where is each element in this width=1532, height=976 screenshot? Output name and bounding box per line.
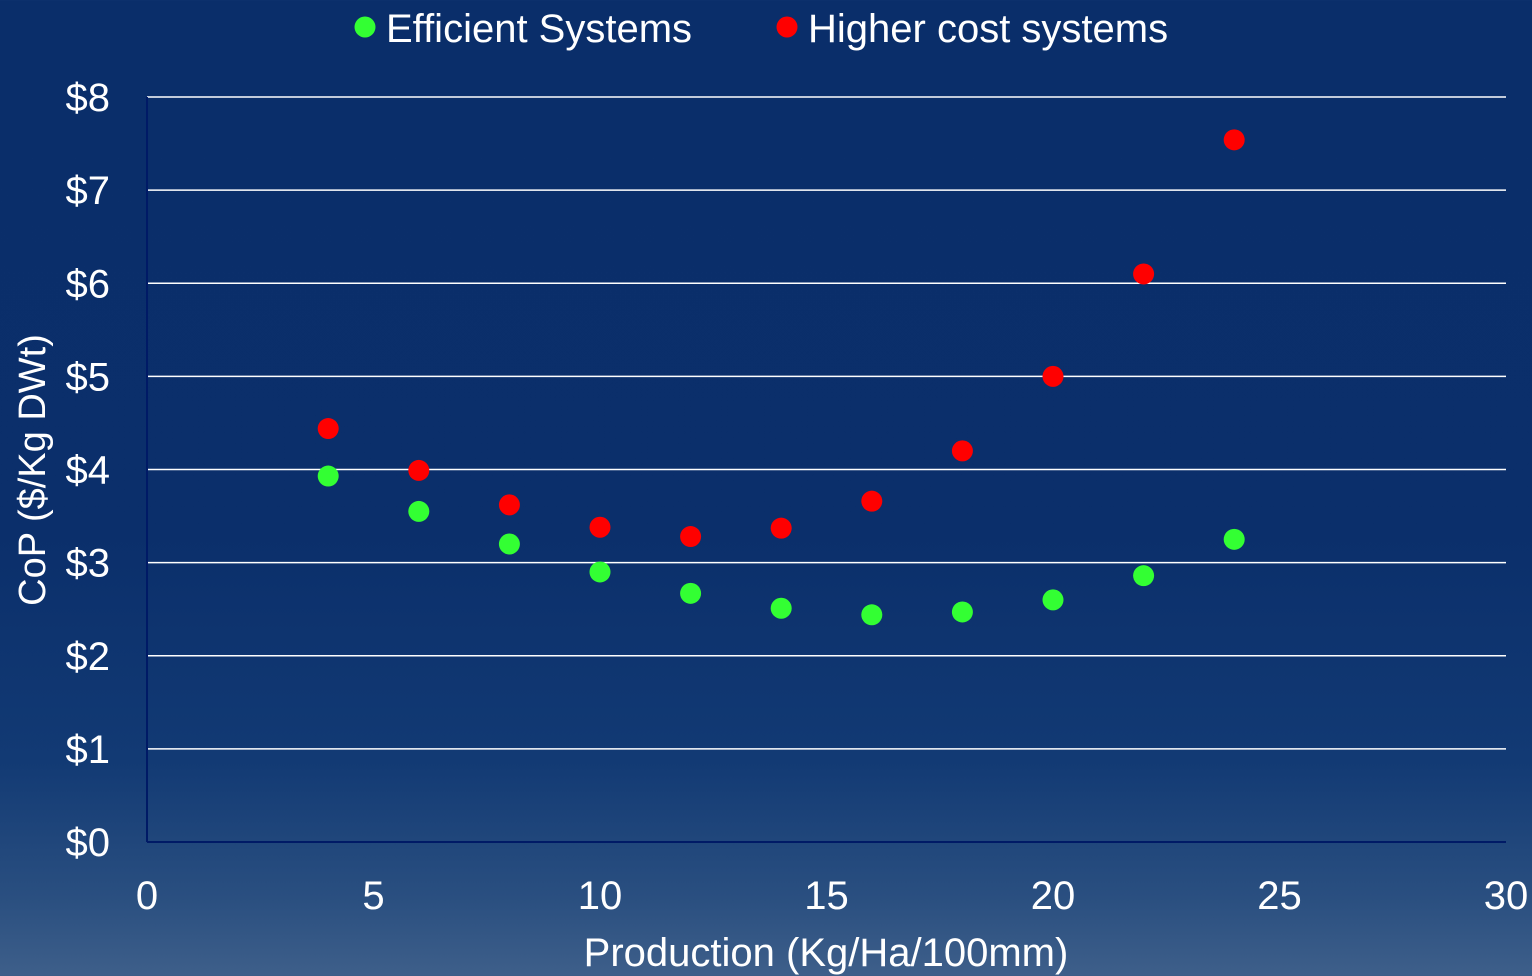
y-tick-label: $0 bbox=[66, 821, 111, 865]
x-tick-label: 0 bbox=[136, 874, 158, 918]
y-tick-label: $1 bbox=[66, 728, 111, 772]
legend-label: Higher cost systems bbox=[808, 7, 1168, 51]
legend-label: Efficient Systems bbox=[386, 7, 692, 51]
x-tick-labels: 0 5 10 15 20 25 30 bbox=[136, 874, 1528, 918]
legend-item: Efficient Systems bbox=[354, 7, 692, 51]
data-point bbox=[1223, 129, 1245, 151]
x-tick-label: 15 bbox=[804, 874, 849, 918]
data-point bbox=[770, 517, 792, 539]
data-point bbox=[498, 533, 520, 555]
y-tick-label: $5 bbox=[66, 355, 111, 399]
data-point bbox=[1223, 528, 1245, 550]
y-tick-label: $3 bbox=[66, 542, 111, 586]
data-point bbox=[317, 418, 339, 440]
x-tick-label: 5 bbox=[362, 874, 384, 918]
data-point bbox=[1042, 365, 1064, 387]
y-tick-label: $7 bbox=[66, 169, 111, 213]
legend-marker bbox=[354, 16, 376, 38]
data-point bbox=[1133, 263, 1155, 285]
data-point bbox=[589, 516, 611, 538]
legend-marker bbox=[776, 16, 798, 38]
y-tick-label: $4 bbox=[66, 449, 111, 493]
y-tick-label: $2 bbox=[66, 635, 111, 679]
data-point bbox=[317, 465, 339, 487]
y-tick-label: $6 bbox=[66, 262, 111, 306]
data-points bbox=[317, 129, 1245, 626]
data-point bbox=[589, 561, 611, 583]
x-tick-label: 10 bbox=[578, 874, 623, 918]
legend-item: Higher cost systems bbox=[776, 7, 1168, 51]
data-point bbox=[1133, 565, 1155, 587]
x-tick-label: 20 bbox=[1031, 874, 1076, 918]
data-point bbox=[498, 494, 520, 516]
data-point bbox=[861, 604, 883, 626]
series-1-points bbox=[317, 465, 1245, 626]
axes bbox=[146, 97, 1506, 843]
data-point bbox=[680, 582, 702, 604]
data-point bbox=[680, 526, 702, 548]
data-point bbox=[951, 440, 973, 462]
x-tick-label: 30 bbox=[1484, 874, 1529, 918]
y-axis-title: CoP ($/Kg DWt) bbox=[12, 334, 54, 606]
data-point bbox=[408, 459, 430, 481]
series-2-points bbox=[317, 129, 1245, 548]
legend: Efficient Systems Higher cost systems bbox=[354, 7, 1168, 51]
data-point bbox=[770, 597, 792, 619]
data-point bbox=[951, 601, 973, 623]
data-point bbox=[408, 500, 430, 522]
data-point bbox=[861, 490, 883, 512]
gridlines bbox=[147, 96, 1506, 750]
data-point bbox=[1042, 589, 1064, 611]
x-axis-title: Production (Kg/Ha/100mm) bbox=[584, 931, 1069, 975]
x-tick-label: 25 bbox=[1257, 874, 1302, 918]
y-tick-label: $8 bbox=[66, 76, 111, 120]
y-tick-labels: $0 $1 $2 $3 $4 $5 $6 $7 $8 bbox=[66, 76, 111, 865]
